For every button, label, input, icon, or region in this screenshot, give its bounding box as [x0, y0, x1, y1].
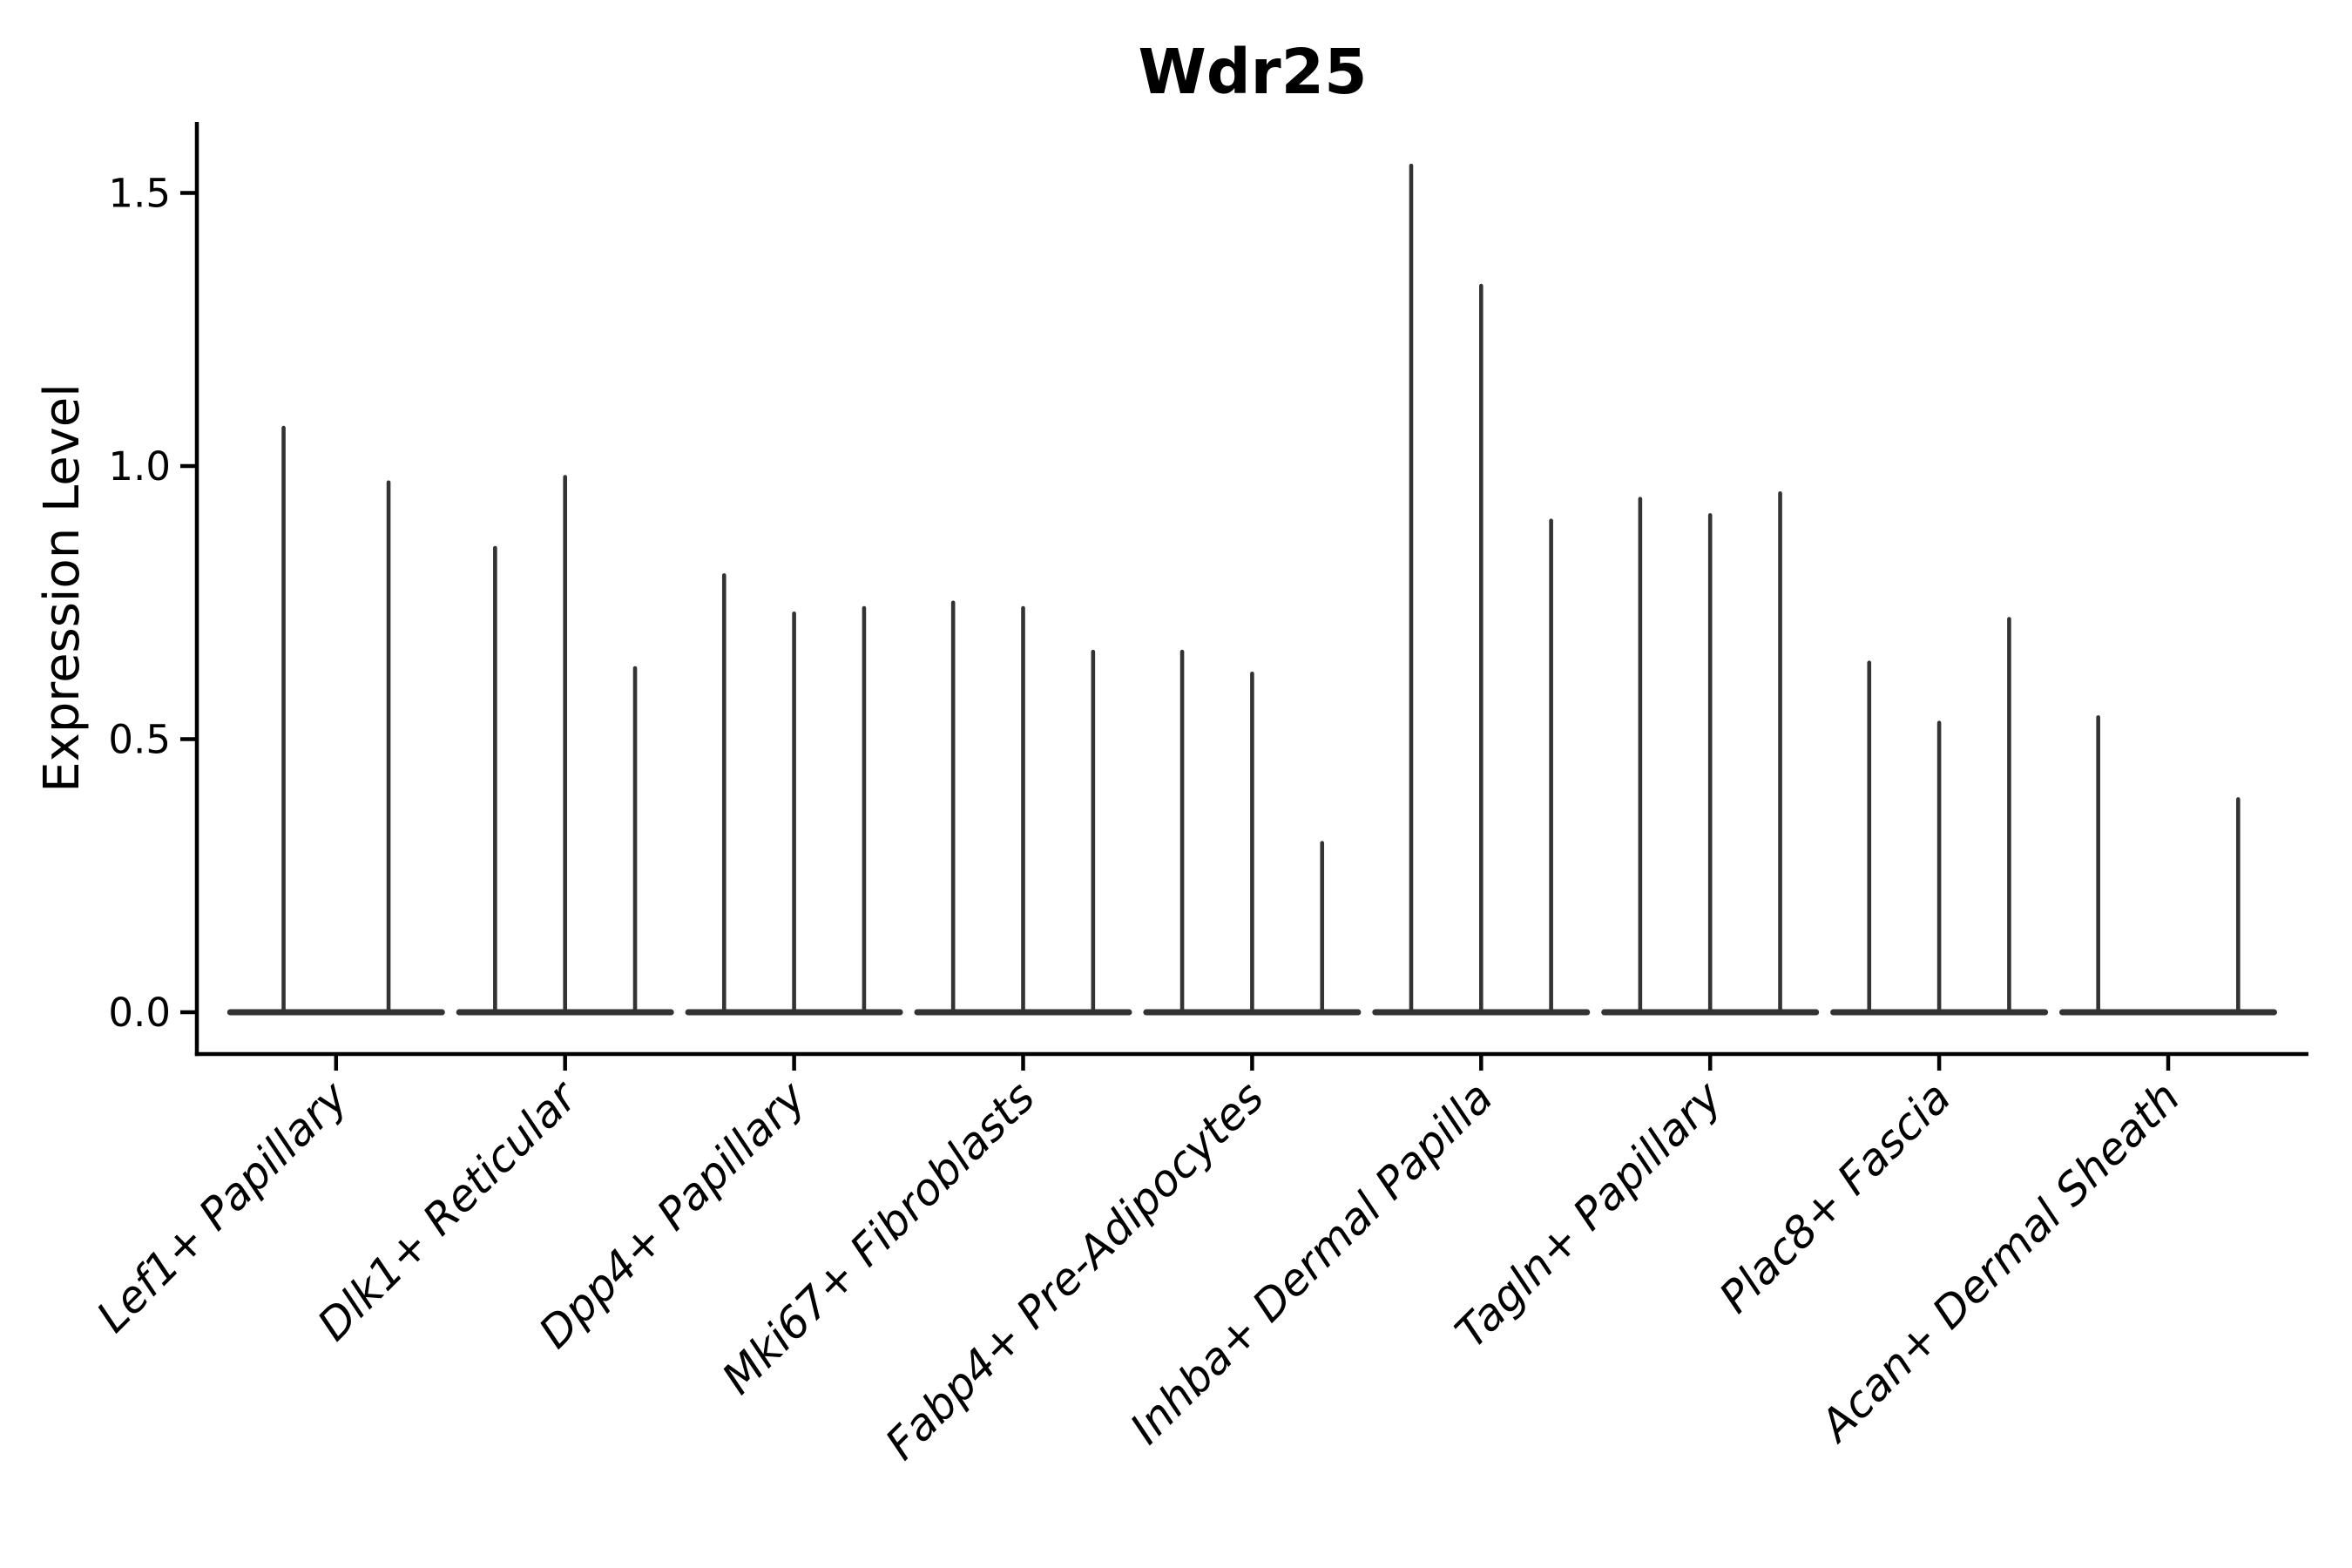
x-category-label: Lef1+ Papillary — [87, 1071, 358, 1342]
y-tick-label: 1.0 — [108, 443, 171, 490]
y-tick-label: 1.5 — [108, 171, 171, 217]
chart-title: Wdr25 — [1139, 36, 1368, 108]
y-tick-label: 0.0 — [108, 990, 171, 1036]
y-tick-label: 0.5 — [108, 717, 171, 763]
x-category-label: Plac8+ Fascia — [1710, 1071, 1961, 1322]
y-axis-title: Expression Level — [34, 383, 91, 793]
x-category-label: Acan+ Dermal Sheath — [1809, 1071, 2190, 1452]
x-category-label: Fabp4+ Pre-Adipocytes — [875, 1071, 1274, 1470]
x-category-label: Inhba+ Dermal Papilla — [1120, 1071, 1502, 1453]
